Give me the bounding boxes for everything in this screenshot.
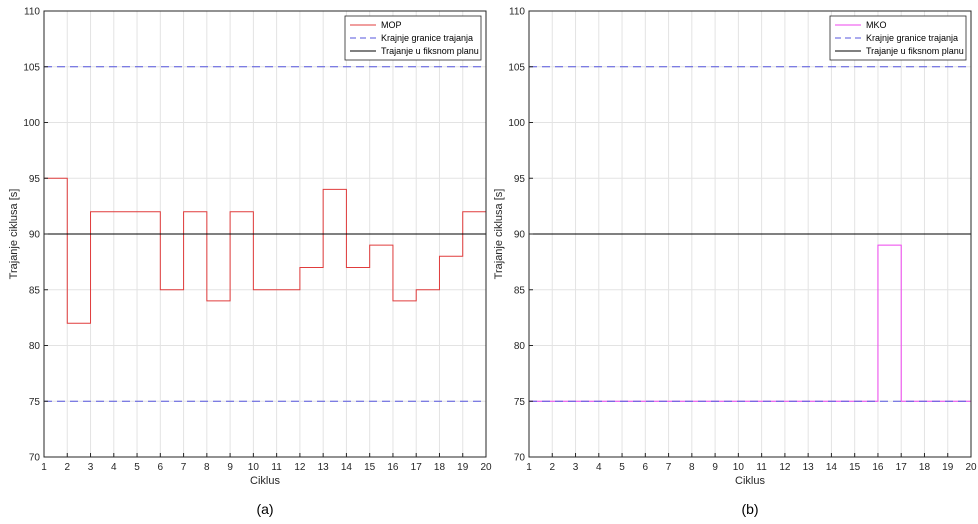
x-tick-label: 6: [158, 462, 164, 473]
y-axis-label: Trajanje ciklusa [s]: [8, 189, 20, 280]
y-tick-label: 85: [29, 285, 41, 296]
x-tick-label: 10: [248, 462, 260, 473]
panel-caption: (a): [256, 501, 273, 517]
x-axis-label: Ciklus: [735, 475, 765, 487]
legend-box: [829, 15, 967, 61]
y-tick-label: 85: [514, 285, 526, 296]
chart-panel-2: 1 2 3 4 5 6 7 8 9 10 11 12 13 14 15 16 17 18 19 20707580859…: [493, 7, 977, 518]
y-tick-label: 75: [514, 397, 526, 408]
x-tick-label: 8: [204, 462, 210, 473]
x-tick-label: 3: [573, 462, 579, 473]
legend: MOP Krajnje granice trajanja Trajanje u fi…: [344, 15, 482, 61]
x-tick-label: 13: [803, 462, 815, 473]
y-tick-label: 105: [23, 62, 40, 73]
y-tick-label: 80: [514, 341, 526, 352]
x-tick-label: 11: [756, 462, 767, 473]
x-tick-label: 13: [318, 462, 330, 473]
series-line-1: [44, 177, 487, 324]
x-tick-label: 9: [227, 462, 233, 473]
x-tick-label: 10: [733, 462, 745, 473]
y-axis-label: Trajanje ciklusa [s]: [493, 189, 505, 280]
legend-box: [344, 15, 482, 61]
x-tick-label: 16: [872, 462, 884, 473]
x-tick-label: 4: [111, 462, 117, 473]
legend: MKO Krajnje granice trajanja Trajanje u fi…: [829, 15, 967, 61]
legend-entry-1: MKO: [866, 20, 887, 30]
x-tick-label: 7: [181, 462, 187, 473]
x-tick-label: 20: [965, 462, 977, 473]
x-tick-label: 18: [919, 462, 931, 473]
x-tick-label: 11: [271, 462, 282, 473]
x-tick-label: 5: [134, 462, 140, 473]
y-tick-label: 100: [23, 118, 40, 129]
y-tick-label: 105: [508, 62, 525, 73]
y-tick-label: 100: [508, 118, 525, 129]
x-tick-label: 8: [689, 462, 695, 473]
x-tick-label: 14: [341, 462, 353, 473]
y-tick-label: 90: [29, 230, 41, 241]
x-tick-label: 5: [619, 462, 625, 473]
x-tick-label: 12: [779, 462, 791, 473]
legend-entry-1: MOP: [381, 20, 402, 30]
x-tick-label: 1: [41, 462, 47, 473]
y-tick-label: 110: [509, 7, 525, 18]
y-tick-label: 90: [514, 230, 526, 241]
x-axis-label: Ciklus: [250, 475, 280, 487]
y-tick-label: 75: [29, 397, 41, 408]
x-tick-label: 2: [549, 462, 555, 473]
legend-entry-2: Krajnje granice trajanja: [381, 33, 473, 43]
legend-entry-3: Trajanje u fiksnom planu: [381, 46, 479, 56]
legend-entry-2: Krajnje granice trajanja: [866, 33, 958, 43]
y-tick-label: 110: [24, 7, 40, 18]
x-tick-label: 17: [411, 462, 423, 473]
y-tick-label: 80: [29, 341, 41, 352]
y-tick-label: 95: [29, 174, 41, 185]
x-tick-label: 19: [942, 462, 954, 473]
x-tick-label: 2: [64, 462, 70, 473]
y-tick-label: 70: [514, 453, 526, 464]
x-tick-label: 20: [480, 462, 492, 473]
x-tick-label: 6: [643, 462, 649, 473]
y-tick-label: 95: [514, 174, 526, 185]
legend-entry-3: Trajanje u fiksnom planu: [866, 46, 964, 56]
x-tick-label: 7: [666, 462, 672, 473]
x-tick-label: 15: [364, 462, 376, 473]
x-tick-label: 17: [896, 462, 908, 473]
x-tick-label: 18: [434, 462, 446, 473]
x-tick-label: 15: [849, 462, 861, 473]
x-tick-label: 1: [526, 462, 532, 473]
x-tick-label: 16: [387, 462, 399, 473]
x-tick-label: 19: [457, 462, 469, 473]
x-tick-label: 12: [294, 462, 306, 473]
panel-caption: (b): [741, 501, 758, 517]
x-tick-label: 3: [88, 462, 94, 473]
x-tick-label: 4: [596, 462, 602, 473]
chart-panel-1: 1 2 3 4 5 6 7 8 9 10 11 12 13 14 15 16 17 18 19 20707580859…: [8, 7, 492, 518]
y-tick-label: 70: [29, 453, 41, 464]
x-tick-label: 14: [826, 462, 838, 473]
x-tick-label: 9: [712, 462, 718, 473]
